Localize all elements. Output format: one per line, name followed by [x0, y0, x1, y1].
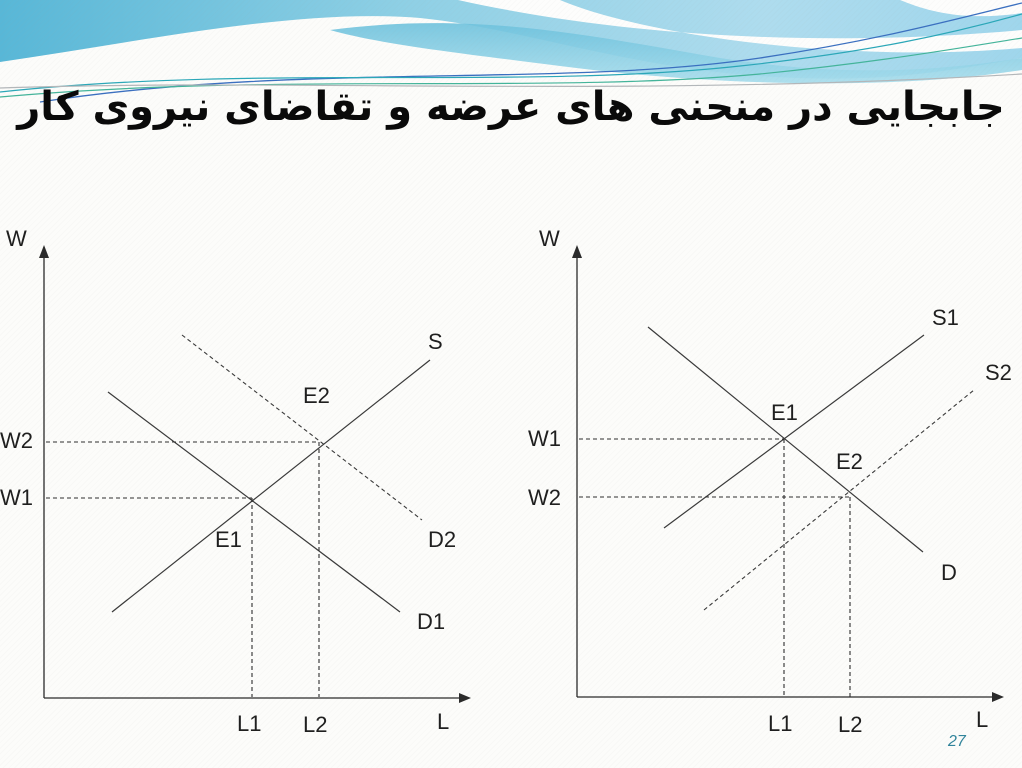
right-wage-new-label: W2 [528, 485, 561, 510]
banner-accent-line-blue [39, 2, 1022, 103]
right-x-axis-label: L [976, 707, 989, 732]
banner-blue-band [0, 0, 1022, 79]
right-demand-label: D [941, 560, 957, 585]
right-y-axis-arrow-icon [572, 245, 582, 258]
left-labor-initial-label: L1 [237, 711, 262, 736]
right-x-axis-arrow-icon [992, 692, 1004, 702]
left-supply-label: S [428, 329, 443, 354]
banner-white-ribbon [458, 0, 1022, 53]
left-supply-curve-S [111, 359, 431, 613]
right-y-axis-label: W [539, 226, 560, 251]
left-demand-curve-D2-shifted [181, 334, 423, 521]
left-wage-initial-label: W1 [0, 485, 33, 510]
header-wave-decoration [0, 0, 1022, 103]
left-x-axis-arrow-icon [459, 693, 471, 703]
left-diagram-lines [39, 245, 471, 703]
left-wage-new-label: W2 [0, 428, 33, 453]
left-y-axis-label: W [6, 226, 27, 251]
banner-white-corner [900, 0, 1022, 17]
left-demand-shifted-label: D2 [428, 527, 457, 552]
banner-blue-bulge [330, 23, 1022, 84]
left-equilibrium-new-label: E2 [303, 383, 330, 408]
right-demand-curve-D [647, 326, 924, 553]
right-supply-shifted-label: S2 [985, 360, 1012, 385]
left-equilibrium-initial-label: E1 [215, 527, 242, 552]
left-labor-new-label: L2 [303, 712, 328, 737]
right-labor-initial-label: L1 [768, 711, 793, 736]
banner-accent-line-gray [0, 73, 1022, 89]
left-demand-curve-D1 [107, 391, 401, 613]
right-diagram-lines [572, 245, 1004, 702]
right-wage-initial-label: W1 [528, 426, 561, 451]
page-number: 27 [948, 733, 966, 750]
right-equilibrium-initial-label: E1 [771, 400, 798, 425]
right-supply-initial-label: S1 [932, 305, 959, 330]
left-x-axis-label: L [437, 709, 450, 734]
slide-title: جابجایی در منحنی های عرضه و تقاضای نیروی… [17, 84, 1005, 130]
banner-accent-line-teal [0, 13, 1022, 93]
left-demand-initial-label: D1 [417, 609, 446, 634]
right-labor-new-label: L2 [838, 712, 863, 737]
banner-shapes [0, 0, 1022, 103]
right-equilibrium-new-label: E2 [836, 449, 863, 474]
right-supply-curve-S1 [663, 334, 925, 529]
right-supply-curve-S2-shifted [703, 389, 975, 611]
left-y-axis-arrow-icon [39, 245, 49, 258]
